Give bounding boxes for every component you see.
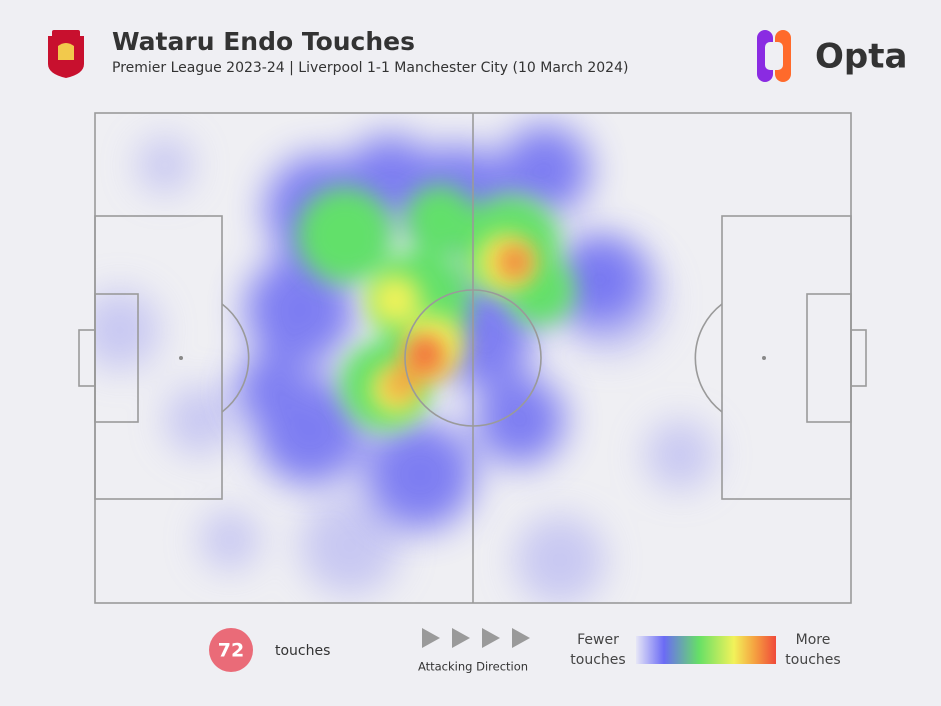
heatmap [95, 125, 715, 603]
pitch [78, 112, 867, 604]
penalty-spot [179, 356, 183, 360]
legend-gradient [636, 636, 776, 664]
legend-high-box: More touches [785, 632, 841, 668]
brand-logo [757, 30, 791, 82]
legend-low: Fewer touches [570, 632, 626, 668]
direction-arrows [422, 628, 530, 648]
touches-count: 72 [218, 640, 244, 662]
legend-low-box: Fewer touches [570, 632, 626, 668]
brand: Opta [815, 37, 907, 77]
title: Wataru Endo Touches [112, 27, 415, 56]
legend-high: More touches [785, 632, 841, 668]
touches-label: touches [275, 643, 330, 659]
subtitle: Premier League 2023-24 | Liverpool 1-1 M… [112, 60, 628, 76]
club-badge [48, 30, 84, 78]
penalty-spot [762, 356, 766, 360]
touches-badge [209, 628, 253, 672]
direction-label: Attacking Direction [418, 660, 528, 674]
